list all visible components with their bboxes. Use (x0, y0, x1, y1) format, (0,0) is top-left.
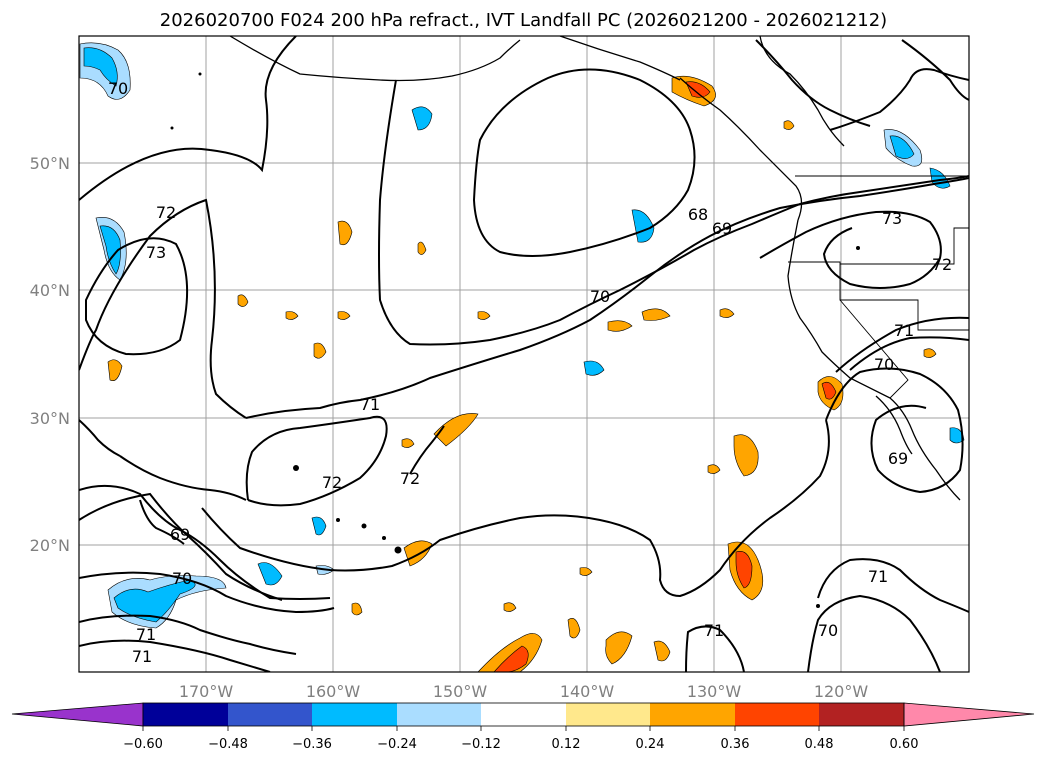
colorbar-segment (481, 703, 566, 726)
map-title: 2026020700 F024 200 hPa refract., IVT La… (159, 10, 888, 31)
longitude-axis: 170°W 160°W 150°W 140°W 130°W 120°W (179, 682, 869, 701)
islands (170, 72, 860, 608)
lon-label-140w: 140°W (560, 682, 615, 701)
colorbar-tick: 0.24 (636, 737, 665, 752)
positive-ivt-areas (107, 75, 937, 672)
contour-label-72-e: 72 (932, 255, 952, 274)
contour-label-73-e: 73 (882, 209, 902, 228)
contour-label-70-se: 70 (818, 621, 838, 640)
lat-label-50: 50°N (30, 154, 70, 173)
colorbar-segment (735, 703, 819, 726)
contour-labels: 70 72 73 71 72 69 70 71 71 68 69 70 72 7… (108, 79, 952, 666)
colorbar: −0.60 −0.48 −0.36 −0.24 −0.12 0.12 0.24 … (11, 702, 1035, 752)
map-frame (78, 35, 970, 673)
colorbar-tick: −0.36 (292, 737, 332, 752)
gridlines (79, 36, 969, 672)
lon-label-160w: 160°W (306, 682, 361, 701)
contour-label-71-c: 71 (360, 395, 380, 414)
colorbar-tick: 0.12 (552, 737, 581, 752)
latitude-axis: 50°N 40°N 30°N 20°N (30, 154, 70, 555)
lon-label-170w: 170°W (179, 682, 234, 701)
lat-label-40: 40°N (30, 281, 70, 300)
contour-label-69-ne: 69 (712, 219, 732, 238)
colorbar-tick: −0.48 (208, 737, 248, 752)
lon-label-150w: 150°W (433, 682, 488, 701)
contour-label-71-se: 71 (868, 567, 888, 586)
contour-label-71-e: 71 (894, 321, 914, 340)
coastlines (229, 36, 961, 501)
contour-label-69-sw: 69 (170, 525, 190, 544)
colorbar-tick: 0.60 (890, 737, 919, 752)
contour-label-71-s: 71 (704, 621, 724, 640)
colorbar-tick: −0.12 (461, 737, 501, 752)
contour-label-70-nw: 70 (108, 79, 128, 98)
negative-ivt-areas (79, 42, 965, 629)
borders (788, 175, 969, 399)
colorbar-tick: 0.48 (805, 737, 834, 752)
colorbar-tick: −0.24 (377, 737, 417, 752)
contour-label-70-e: 70 (874, 355, 894, 374)
lon-label-130w: 130°W (687, 682, 742, 701)
lon-label-120w: 120°W (814, 682, 869, 701)
contour-label-71-sw1: 71 (136, 625, 156, 644)
contour-label-72-w: 72 (156, 203, 176, 222)
contour-label-70-sw: 70 (172, 569, 192, 588)
refractivity-contours (79, 36, 969, 672)
colorbar-segment (566, 703, 650, 726)
contour-label-72-s: 72 (400, 469, 420, 488)
colorbar-segment (819, 703, 904, 726)
contour-label-72-c: 72 (322, 473, 342, 492)
colorbar-segment (397, 703, 481, 726)
contour-label-69-e: 69 (888, 449, 908, 468)
contour-label-70-c: 70 (590, 287, 610, 306)
colorbar-segment (228, 703, 312, 726)
contour-label-73-w: 73 (146, 243, 166, 262)
colorbar-tick: −0.60 (123, 737, 163, 752)
lat-label-30: 30°N (30, 409, 70, 428)
colorbar-tick: 0.36 (721, 737, 750, 752)
contour-label-71-sw2: 71 (132, 647, 152, 666)
colorbar-segment (143, 703, 228, 726)
colorbar-segment (312, 703, 397, 726)
colorbar-segment (650, 703, 735, 726)
lat-label-20: 20°N (30, 536, 70, 555)
map-area: 70 72 73 71 72 69 70 71 71 68 69 70 72 7… (79, 36, 969, 672)
contour-label-68: 68 (688, 205, 708, 224)
colorbar-extend-low (11, 702, 144, 727)
colorbar-extend-high (903, 702, 1035, 727)
